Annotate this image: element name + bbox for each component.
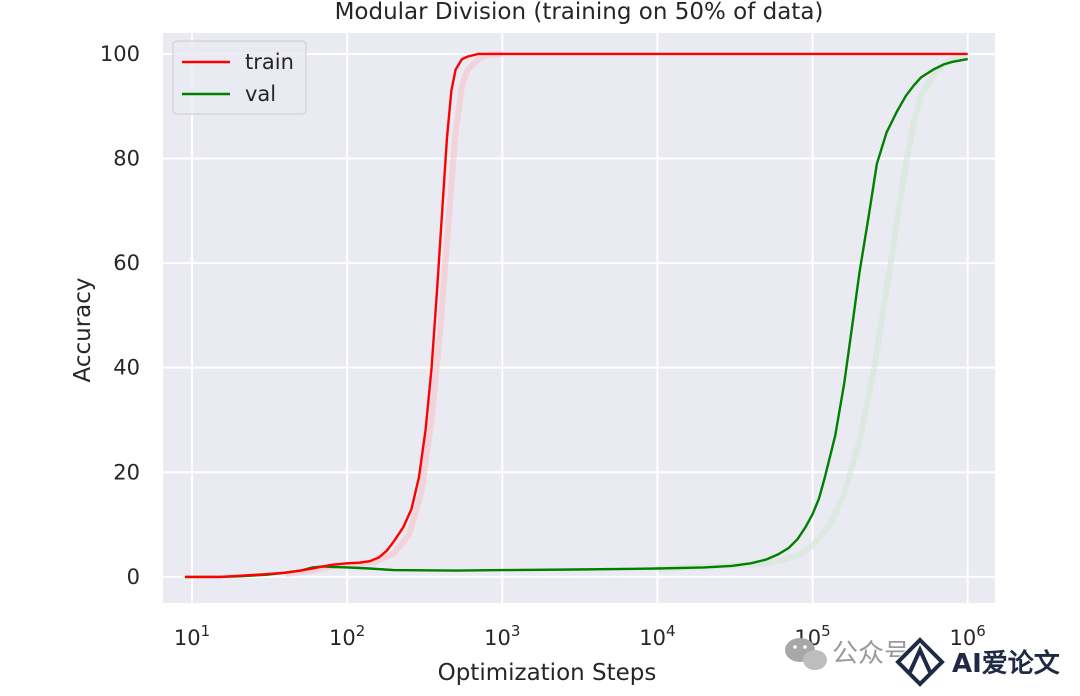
x-tick-label: 102 [329,622,365,650]
x-tick-label: 103 [484,622,520,650]
x-tick-label: 101 [174,622,210,650]
legend-label-train: train [245,50,294,74]
y-tick-label: 20 [113,460,140,484]
y-tick-label: 80 [113,147,140,171]
legend: train val [172,40,307,115]
chart-title: Modular Division (training on 50% of dat… [335,0,824,25]
y-tick-label: 40 [113,356,140,380]
y-tick-labels: 0 20 40 60 80 100 [100,42,140,589]
brand-logo-icon [894,636,946,688]
x-axis-label: Optimization Steps [438,660,657,686]
smoothed-shadow-lines [285,50,969,578]
y-tick-label: 0 [127,565,140,589]
legend-label-val: val [245,82,276,106]
legend-box [172,40,307,115]
y-tick-label: 60 [113,251,140,275]
y-tick-label: 100 [100,42,140,66]
watermark-brand-text: AI爱论文 [952,648,1061,679]
x-tick-label: 106 [950,622,986,650]
wechat-icon [785,638,827,670]
series-line-train [184,52,968,579]
series-lines [184,52,968,579]
grid [163,33,995,603]
x-tick-label: 104 [639,622,675,650]
y-axis-label: Accuracy [70,277,96,382]
x-tick-labels: 101 102 103 104 105 106 [174,622,986,650]
shadow-line [285,50,503,578]
plot-area [163,33,995,603]
shadow-line [657,53,969,572]
watermark: 公众号 AI爱论文 [785,636,1061,688]
